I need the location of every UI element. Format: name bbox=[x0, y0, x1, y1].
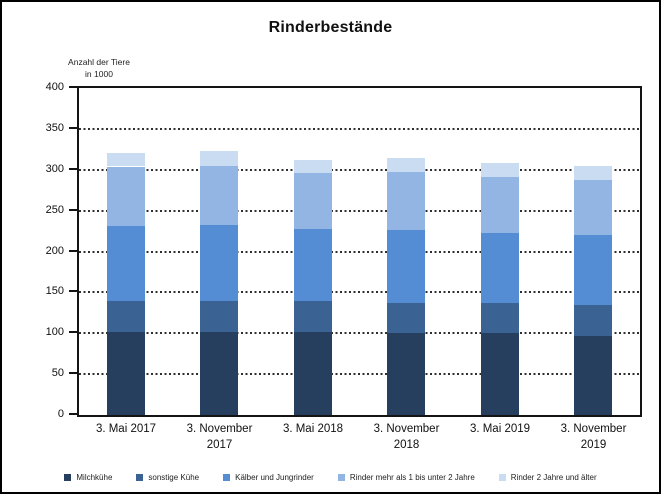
y-tick-label: 0 bbox=[57, 408, 64, 420]
y-tick-label: 150 bbox=[45, 285, 64, 298]
bar-segment bbox=[574, 305, 613, 336]
x-category-label: 3. Mai 2018 bbox=[282, 423, 344, 435]
bar-segment bbox=[293, 331, 332, 415]
bar-segment bbox=[293, 159, 332, 174]
bar-segment bbox=[480, 303, 519, 334]
y-axis-title-line2: in 1000 bbox=[85, 69, 113, 80]
bar-segment bbox=[574, 165, 613, 181]
legend-swatch bbox=[64, 474, 72, 481]
legend-swatch bbox=[498, 474, 506, 481]
bar-segment bbox=[574, 235, 613, 306]
y-tick-label: 300 bbox=[45, 162, 64, 175]
bar-segment bbox=[200, 300, 239, 332]
plot-area bbox=[77, 86, 642, 417]
y-tick-mark bbox=[69, 290, 77, 293]
y-tick-label: 100 bbox=[45, 326, 64, 339]
y-axis-title: Anzahl der Tiere in 1000 bbox=[49, 56, 149, 81]
y-tick-label: 350 bbox=[45, 121, 64, 134]
legend-swatch bbox=[136, 474, 144, 481]
gridline bbox=[79, 250, 640, 253]
bar-segment bbox=[480, 232, 519, 304]
bar-segment bbox=[387, 172, 426, 231]
x-category-label: 3. November 2018 bbox=[373, 423, 440, 451]
bar-segment bbox=[106, 166, 145, 227]
bar-segment bbox=[480, 163, 519, 178]
legend-item: Rinder mehr als 1 bis unter 2 Jahre bbox=[337, 473, 475, 482]
bar-segment bbox=[200, 331, 239, 415]
legend-item: sonstige Kühe bbox=[136, 473, 199, 482]
legend-swatch bbox=[223, 474, 231, 481]
gridline bbox=[79, 373, 640, 376]
y-tick-mark bbox=[69, 331, 77, 334]
x-category-label: 3. November 2019 bbox=[560, 423, 627, 451]
legend-item: Rinder 2 Jahre und älter bbox=[498, 473, 597, 482]
bar-segment bbox=[480, 333, 519, 415]
bar-segment bbox=[387, 333, 426, 415]
bar-segment bbox=[106, 152, 145, 167]
gridline bbox=[79, 209, 640, 212]
y-tick-mark bbox=[69, 86, 77, 88]
legend-item: Kälber und Jungrinder bbox=[223, 473, 314, 482]
bar-segment bbox=[293, 173, 332, 230]
legend-item: Milchkühe bbox=[64, 473, 112, 482]
gridline bbox=[79, 291, 640, 294]
bar-segment bbox=[200, 165, 239, 226]
bar-segment bbox=[387, 230, 426, 304]
legend-label: Rinder 2 Jahre und älter bbox=[510, 473, 597, 482]
bar-segment bbox=[387, 303, 426, 334]
bar-segment bbox=[293, 301, 332, 332]
y-tick-label: 50 bbox=[51, 367, 64, 380]
legend-label: sonstige Kühe bbox=[148, 473, 200, 482]
legend-label: Rinder mehr als 1 bis unter 2 Jahre bbox=[349, 473, 475, 482]
bar-segment bbox=[200, 225, 239, 301]
legend-label: Milchkühe bbox=[76, 473, 113, 482]
y-tick-mark bbox=[69, 249, 77, 252]
y-tick-label: 250 bbox=[45, 203, 64, 216]
bar-segment bbox=[106, 226, 145, 301]
y-tick-mark bbox=[69, 167, 77, 170]
gridline bbox=[79, 168, 640, 171]
y-tick-label: 200 bbox=[45, 244, 64, 257]
x-category-label: 3. Mai 2019 bbox=[469, 423, 531, 435]
bar-segment bbox=[387, 158, 426, 173]
legend-swatch bbox=[337, 474, 345, 481]
y-tick-mark bbox=[69, 372, 77, 375]
bar-segment bbox=[293, 229, 332, 302]
bar-segment bbox=[200, 150, 239, 166]
bar-segment bbox=[480, 177, 519, 233]
bar-segment bbox=[574, 335, 613, 415]
x-category-label: 3. Mai 2017 bbox=[95, 423, 157, 435]
bar-segment bbox=[574, 180, 613, 236]
y-axis-title-line1: Anzahl der Tiere bbox=[68, 57, 130, 67]
y-tick-mark bbox=[69, 126, 77, 129]
x-category-label: 3. November 2017 bbox=[186, 423, 253, 451]
bar-segment bbox=[106, 300, 145, 332]
gridline bbox=[79, 332, 640, 335]
y-tick-label: 400 bbox=[45, 81, 64, 93]
y-tick-mark bbox=[69, 413, 77, 415]
bar-segment bbox=[106, 331, 145, 415]
gridline bbox=[79, 127, 640, 130]
y-tick-mark bbox=[69, 208, 77, 211]
chart-title: Rinderbestände bbox=[268, 19, 393, 36]
legend-label: Kälber und Jungrinder bbox=[235, 473, 314, 482]
legend: Milchkühe sonstige Kühe Kälber und Jungrin… bbox=[2, 473, 659, 482]
